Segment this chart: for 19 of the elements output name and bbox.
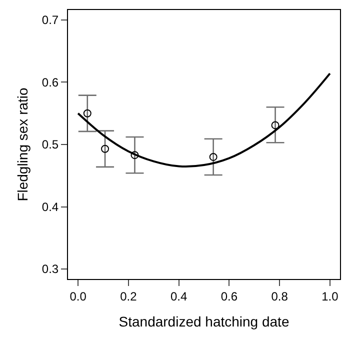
x-tick-label: 0.6 <box>220 289 238 304</box>
x-tick-label: 0.8 <box>271 289 288 304</box>
point <box>130 151 139 160</box>
y-tick-label: 0.3 <box>42 262 59 276</box>
x-axis-title: Standardized hatching date <box>118 314 290 330</box>
line-series <box>77 72 331 168</box>
point <box>83 109 92 118</box>
point <box>101 144 110 153</box>
y-tick-label: 0.5 <box>42 138 59 152</box>
x-tick-label: 1.0 <box>322 289 339 304</box>
y-tick-label: 0.7 <box>42 13 59 28</box>
point <box>271 121 280 130</box>
x-tick-label: 0.4 <box>170 289 188 304</box>
x-tick-label: 0.0 <box>70 289 87 304</box>
x-tick-label: 0.2 <box>120 289 138 304</box>
y-tick-label: 0.4 <box>42 200 59 214</box>
y-axis-title: Fledgling sex ratio <box>14 87 31 202</box>
point <box>209 152 218 161</box>
y-tick-label: 0.6 <box>42 75 59 90</box>
